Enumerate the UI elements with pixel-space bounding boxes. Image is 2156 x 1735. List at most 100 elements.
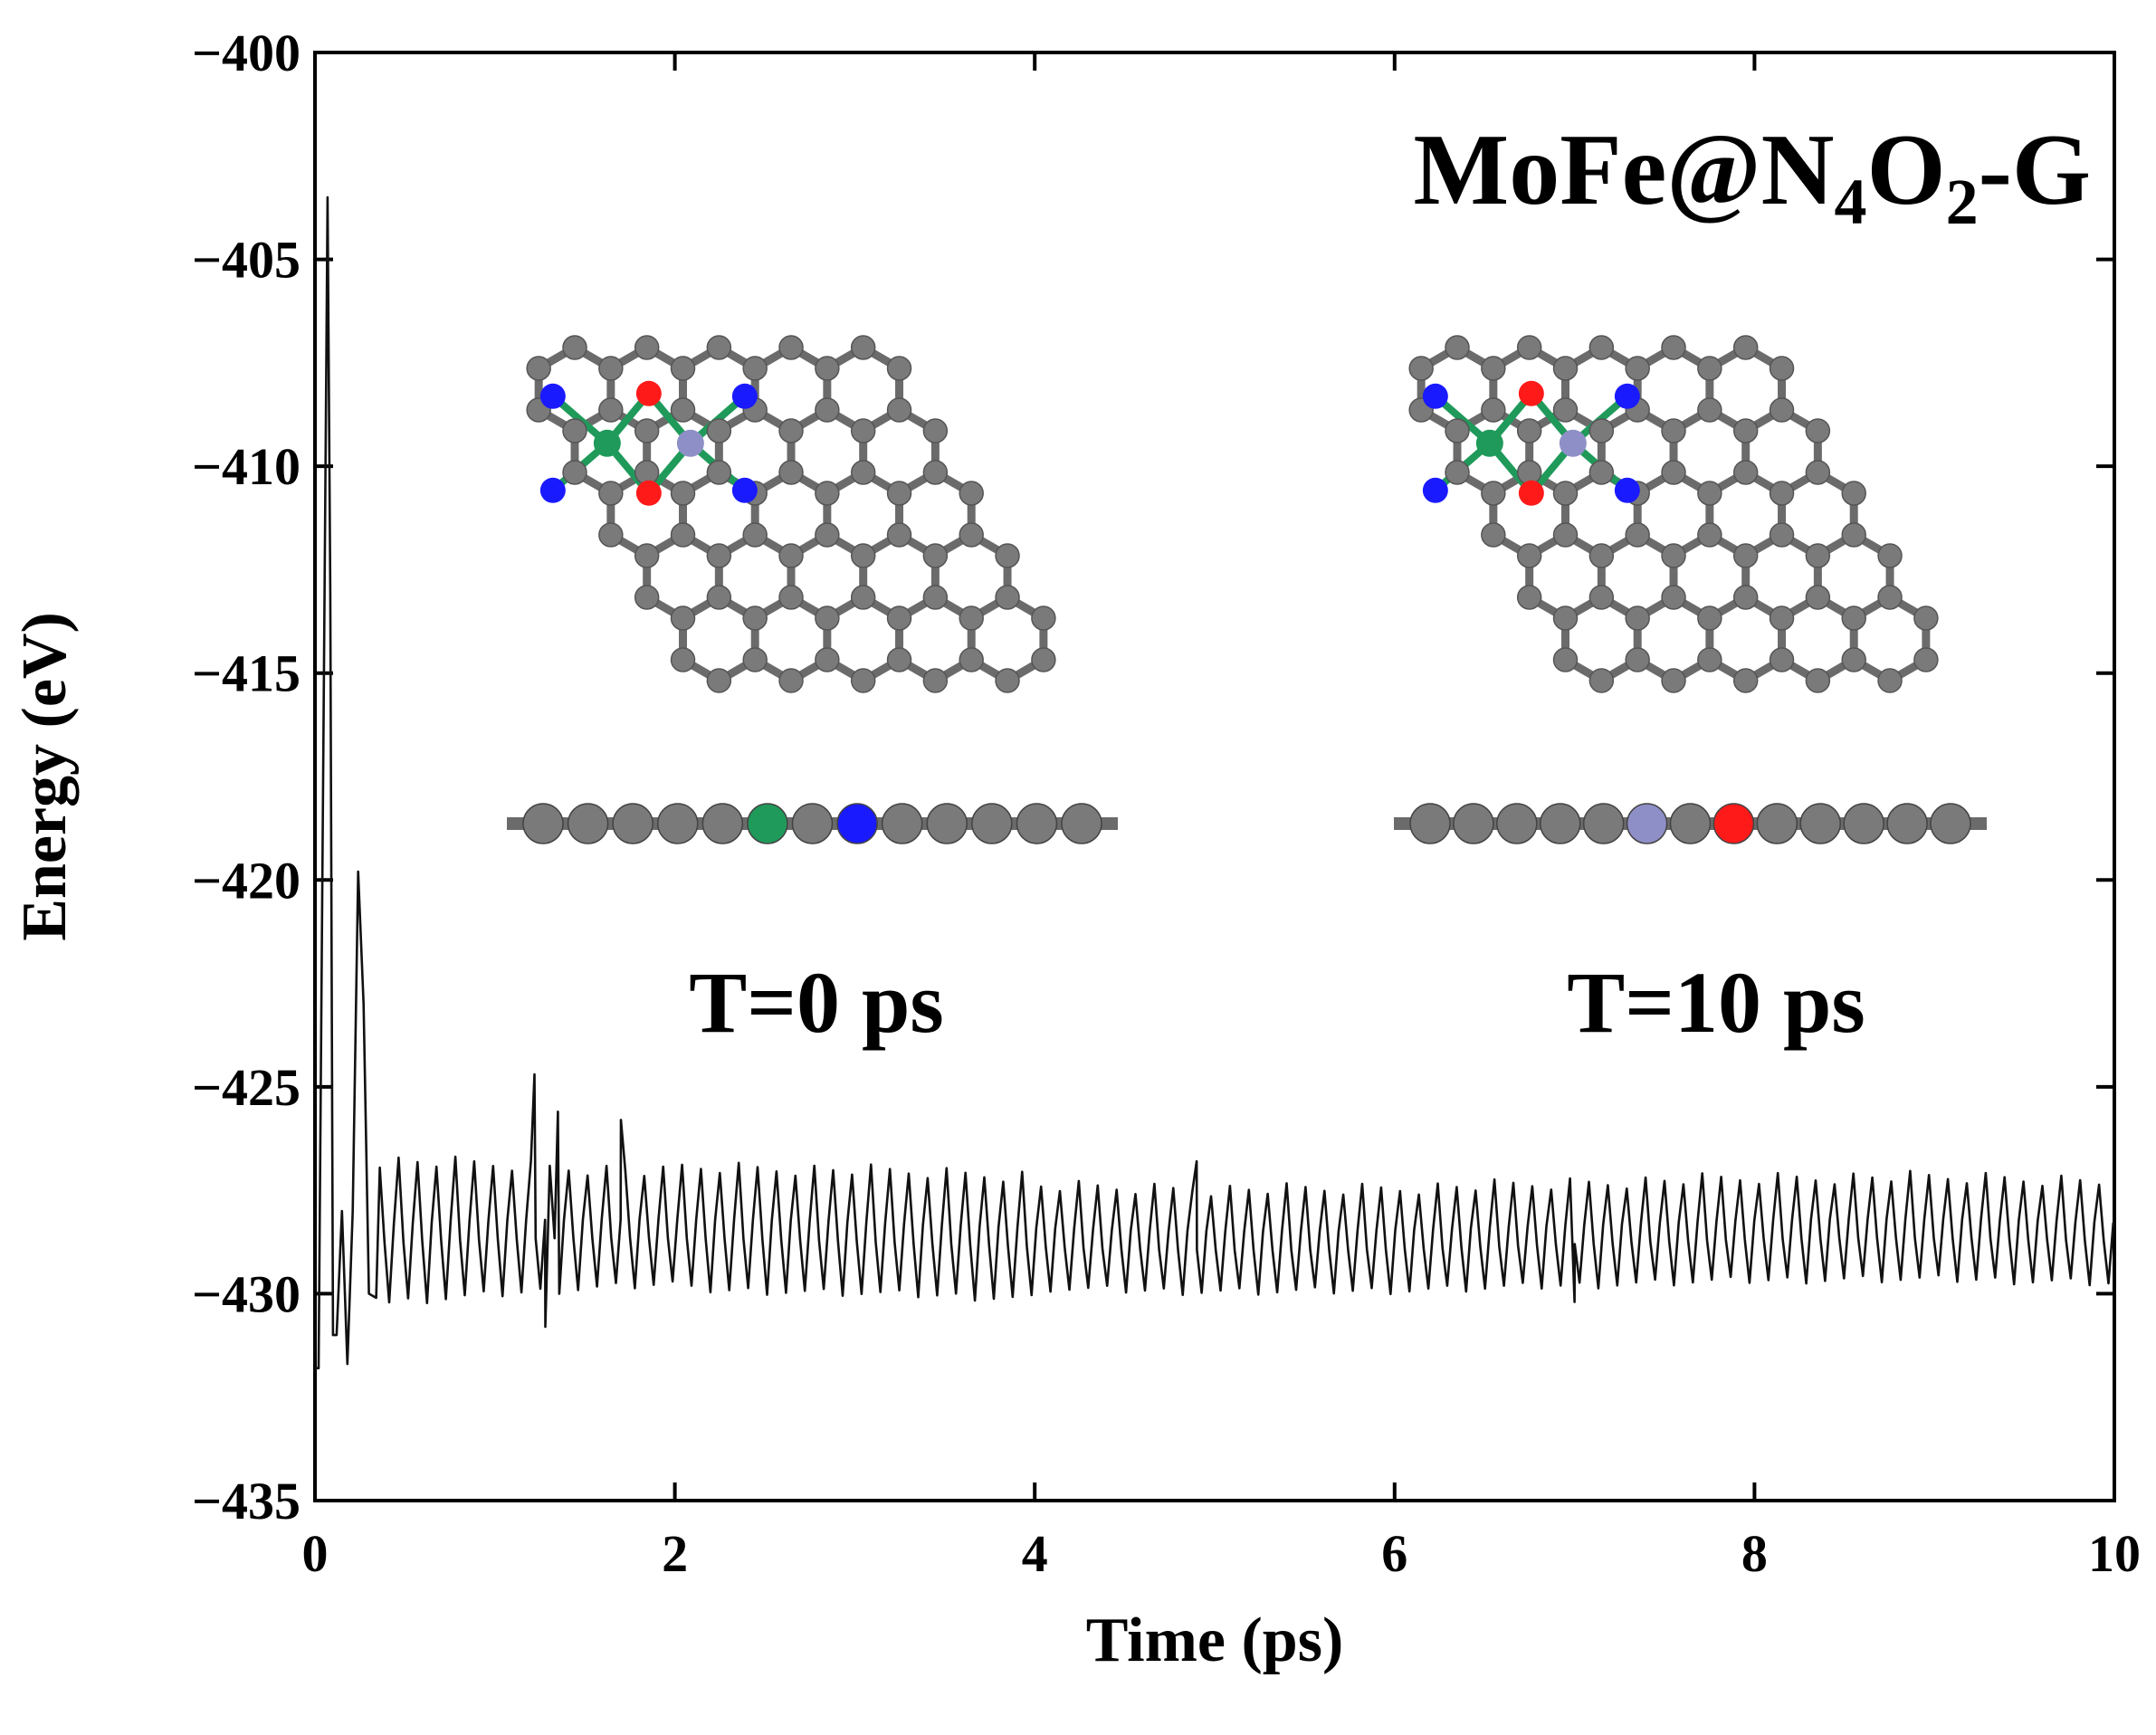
carbon-atom bbox=[742, 605, 768, 631]
carbon-atom bbox=[1661, 585, 1686, 610]
carbon-atom bbox=[886, 481, 912, 506]
carbon-atom bbox=[1769, 397, 1795, 423]
carbon-atom bbox=[598, 481, 624, 506]
side-atom bbox=[701, 803, 744, 844]
carbon-atom bbox=[634, 543, 660, 568]
carbon-atom bbox=[1697, 647, 1722, 672]
carbon-atom bbox=[850, 543, 876, 568]
carbon-atom bbox=[1913, 605, 1939, 631]
side-atom bbox=[791, 803, 834, 844]
carbon-atom bbox=[1552, 522, 1579, 548]
iron-atom bbox=[1559, 429, 1587, 457]
carbon-atom bbox=[815, 481, 840, 506]
carbon-atom bbox=[706, 668, 732, 693]
carbon-atom bbox=[1031, 647, 1056, 672]
side-atom bbox=[1712, 803, 1755, 844]
carbon-atom bbox=[706, 418, 732, 443]
x-tick-label: 6 bbox=[1381, 1524, 1407, 1583]
inset-label-t0: T=0 ps bbox=[689, 954, 943, 1051]
chart-annotation-title: MoFe@N4O2-G bbox=[1414, 114, 2091, 238]
carbon-atom bbox=[706, 543, 732, 568]
carbon-atom bbox=[1031, 605, 1056, 631]
carbon-atom bbox=[1805, 585, 1831, 610]
side-atom bbox=[881, 803, 923, 844]
carbon-atom bbox=[1516, 585, 1542, 610]
carbon-atom bbox=[1588, 418, 1615, 443]
carbon-atom bbox=[778, 668, 804, 693]
carbon-atom bbox=[1552, 647, 1579, 672]
side-atom bbox=[1453, 803, 1494, 844]
carbon-atom bbox=[1697, 605, 1722, 631]
side-atom bbox=[657, 803, 699, 844]
x-tick-label: 8 bbox=[1741, 1524, 1768, 1583]
carbon-atom bbox=[1516, 335, 1542, 360]
carbon-atom bbox=[598, 522, 624, 548]
carbon-atom bbox=[706, 335, 732, 360]
carbon-atom bbox=[1877, 543, 1903, 568]
x-tick-label: 4 bbox=[1022, 1524, 1048, 1583]
carbon-atom bbox=[1625, 605, 1650, 631]
side-atom bbox=[1061, 803, 1102, 844]
iron-atom bbox=[676, 429, 704, 457]
plot-frame bbox=[313, 51, 2116, 1502]
carbon-atom bbox=[815, 397, 840, 423]
carbon-atom bbox=[1552, 356, 1579, 381]
carbon-atom bbox=[959, 647, 984, 672]
carbon-atom bbox=[778, 335, 804, 360]
side-atom bbox=[926, 803, 968, 844]
carbon-atom bbox=[1732, 543, 1759, 568]
carbon-atom bbox=[1841, 647, 1866, 672]
carbon-atom bbox=[1913, 647, 1939, 672]
carbon-atom bbox=[1732, 460, 1759, 485]
side-atom bbox=[1496, 803, 1538, 844]
carbon-atom bbox=[886, 522, 912, 548]
carbon-atom bbox=[1732, 418, 1759, 443]
oxygen-atom bbox=[1518, 480, 1544, 506]
structure-side-view-t0 bbox=[507, 803, 1118, 844]
structure-side-view-t10 bbox=[1394, 803, 1987, 844]
title-mid: O bbox=[1866, 114, 1945, 226]
carbon-atom bbox=[1588, 668, 1615, 693]
carbon-atom bbox=[670, 605, 696, 631]
side-atom bbox=[567, 803, 609, 844]
nitrogen-atom bbox=[1422, 383, 1448, 409]
carbon-atom bbox=[922, 585, 949, 610]
carbon-atom bbox=[670, 397, 696, 423]
carbon-atom bbox=[850, 668, 876, 693]
carbon-atom bbox=[815, 356, 840, 381]
carbon-atom bbox=[1516, 543, 1542, 568]
carbon-atom bbox=[778, 585, 804, 610]
carbon-atom bbox=[922, 543, 949, 568]
carbon-atom bbox=[1769, 481, 1795, 506]
inset-label-t10: T=10 ps bbox=[1567, 954, 1865, 1051]
carbon-atom bbox=[1877, 668, 1903, 693]
carbon-atom bbox=[706, 585, 732, 610]
carbon-atom bbox=[1552, 481, 1579, 506]
y-tick-label: −435 bbox=[192, 1472, 301, 1530]
carbon-atom bbox=[850, 335, 876, 360]
carbon-atom bbox=[1588, 585, 1615, 610]
carbon-atom bbox=[778, 543, 804, 568]
carbon-atom bbox=[1841, 522, 1866, 548]
x-tick-label: 2 bbox=[662, 1524, 688, 1583]
carbon-atom bbox=[922, 418, 949, 443]
carbon-atom bbox=[886, 647, 912, 672]
carbon-atom bbox=[670, 647, 696, 672]
axis-ticks: 0 2 4 6 8 10 −400 −405 −410 −415 −420 −425 −430 −435 bbox=[192, 24, 2141, 1583]
carbon-atom bbox=[562, 335, 587, 360]
carbon-atom bbox=[815, 522, 840, 548]
carbon-atom bbox=[1732, 585, 1759, 610]
carbon-atom bbox=[815, 647, 840, 672]
x-axis-label: Time (ps) bbox=[1086, 1606, 1344, 1675]
carbon-atom bbox=[1588, 335, 1615, 360]
carbon-atom bbox=[1552, 397, 1579, 423]
carbon-atom bbox=[634, 335, 660, 360]
carbon-atom bbox=[1769, 605, 1795, 631]
side-atom bbox=[747, 803, 788, 844]
carbon-atom bbox=[1445, 335, 1470, 360]
structure-top-view-t10 bbox=[1408, 335, 1939, 693]
carbon-atom bbox=[1697, 397, 1722, 423]
carbon-atom bbox=[1661, 543, 1686, 568]
side-atom bbox=[1756, 803, 1798, 844]
carbon-atom bbox=[1445, 418, 1470, 443]
